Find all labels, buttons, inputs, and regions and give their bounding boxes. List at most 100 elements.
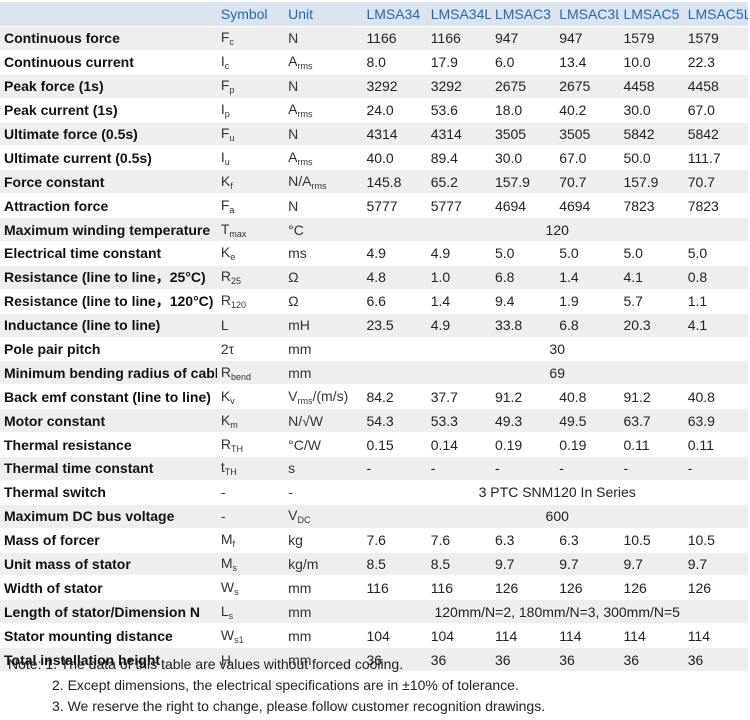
value-cell: 63.9 — [683, 408, 748, 434]
table-row: Ultimate force (0.5s) Fu N 4314 4314 3505 3505… — [0, 122, 748, 147]
unit-text: mm — [288, 603, 312, 620]
value-cell: 65.2 — [426, 169, 491, 195]
unit-cell: VDC — [284, 504, 363, 529]
param-name: Continuous force — [0, 26, 217, 51]
value-cell: 1.4 — [555, 265, 620, 290]
symbol-cell: Km — [216, 408, 285, 434]
param-label: Unit mass of stator — [4, 556, 131, 573]
value-cell: 9.7 — [490, 552, 556, 577]
value-cell: - — [619, 456, 684, 481]
unit-cell: Ω — [284, 289, 363, 314]
symbol-text: K — [220, 244, 231, 261]
unit-subscript: rms — [311, 180, 327, 191]
param-label: Thermal time constant — [4, 460, 154, 477]
value-cell: 9.7 — [619, 552, 684, 577]
unit-text: mm — [288, 341, 312, 358]
symbol-cell: 2τ — [216, 337, 285, 362]
symbol-subscript: s — [228, 610, 234, 621]
value-cell: 9.7 — [683, 552, 748, 577]
symbol-cell: R120 — [216, 289, 285, 314]
value-cell: 0.11 — [619, 432, 684, 458]
symbol-text: H — [220, 651, 231, 668]
header-symbol: Symbol — [216, 2, 285, 27]
unit-cell: N — [284, 122, 363, 147]
value-cell: 0.8 — [683, 265, 748, 290]
value-cell: 10.0 — [619, 50, 684, 75]
param-label: Continuous current — [4, 54, 134, 71]
unit-subscript: DC — [297, 515, 311, 526]
table-row: Unit mass of stator Ms kg/m 8.5 8.5 9.7 9.7 9.7… — [0, 552, 748, 577]
symbol-cell: Ls — [216, 599, 285, 625]
value-cell: 5.0 — [555, 241, 620, 266]
param-name: Thermal switch — [0, 480, 217, 505]
unit-text: - — [288, 484, 293, 501]
value-cell: 63.7 — [619, 408, 684, 434]
header-model: LMSAC5 — [619, 2, 684, 27]
symbol-cell: - — [216, 480, 285, 505]
symbol-subscript: max — [229, 228, 247, 239]
symbol-subscript: TH — [224, 467, 237, 478]
value-cell: 104 — [426, 623, 491, 649]
table-row: Motor constant Km N/√W 54.3 53.3 49.3 49.5 63.7… — [0, 408, 748, 434]
symbol-cell: Iu — [216, 145, 285, 171]
unit-subscript: rms — [297, 395, 313, 406]
unit-subscript: rms — [297, 61, 313, 72]
param-label: Peak current (1s) — [4, 102, 118, 119]
spec-table: Symbol Unit LMSA34 LMSA34L LMSAC3 LMSAC3… — [0, 2, 748, 673]
symbol-cell: Tmax — [216, 217, 285, 243]
unit-cell: mm — [284, 337, 363, 362]
value-cell: 3292 — [426, 74, 491, 99]
value-cell: 53.6 — [426, 98, 491, 123]
symbol-subscript: s1 — [234, 634, 244, 645]
symbol-text: F — [220, 77, 230, 94]
value-cell: 30.0 — [619, 98, 684, 123]
value-cell: 1579 — [619, 26, 684, 51]
param-label: Ultimate force (0.5s) — [4, 126, 138, 142]
unit-text: N — [288, 126, 299, 142]
unit-text: °C/W — [288, 436, 321, 453]
symbol-subscript: u — [224, 156, 230, 167]
value-cell: 4458 — [683, 74, 748, 99]
value-cell: 36 — [362, 647, 427, 673]
table-row: Thermal time constant tTH s - - - - - - — [0, 456, 748, 481]
value-cell: 9.4 — [490, 289, 556, 314]
symbol-text: R — [220, 363, 231, 380]
unit-subscript: rms — [297, 156, 313, 167]
symbol-subscript: p — [229, 85, 235, 96]
spanning-value: 3 PTC SNM120 In Series — [362, 480, 748, 505]
unit-cell: Arms — [284, 50, 363, 75]
value-cell: - — [426, 456, 491, 481]
value-cell: 0.11 — [683, 432, 748, 458]
table-row: Thermal switch - - 3 PTC SNM120 In Series — [0, 480, 748, 505]
value-cell: 7.6 — [362, 528, 427, 553]
symbol-subscript: 25 — [230, 276, 241, 287]
value-cell: 49.5 — [555, 408, 620, 434]
value-cell: 6.8 — [490, 265, 556, 290]
param-label: Peak force (1s) — [4, 78, 104, 95]
value-cell: 1.0 — [426, 265, 491, 290]
symbol-text: 2τ — [220, 341, 235, 358]
param-name: Ultimate current (0.5s) — [0, 145, 217, 171]
unit-subscript: rms — [297, 109, 313, 120]
symbol-text: R — [220, 435, 231, 452]
param-label: Minimum bending radius of cable — [4, 364, 217, 381]
value-cell: 84.2 — [362, 384, 427, 410]
value-cell: 0.19 — [555, 432, 620, 458]
value-cell: 4694 — [555, 193, 620, 219]
value-cell: 36 — [426, 647, 491, 673]
unit-text: N — [288, 197, 299, 214]
unit-cell: Ω — [284, 265, 363, 290]
symbol-text: I — [220, 53, 225, 70]
value-cell: 8.5 — [426, 552, 491, 577]
value-cell: 126 — [683, 575, 748, 601]
value-cell: 2675 — [555, 74, 620, 99]
symbol-subscript: c — [229, 37, 234, 48]
param-name: Back emf constant (line to line) — [0, 384, 217, 410]
table-row: Stator mounting distance Ws1 mm 104 104 114 11… — [0, 623, 748, 649]
value-cell: 111.7 — [683, 145, 748, 171]
table-header-row: Symbol Unit LMSA34 LMSA34L LMSAC3 LMSAC3… — [0, 2, 748, 27]
param-label: Mass of forcer — [4, 532, 100, 549]
unit-text: N — [288, 30, 299, 47]
unit-text: A — [288, 53, 298, 70]
spanning-value: 120mm/N=2, 180mm/N=3, 300mm/N=5 — [362, 599, 748, 625]
